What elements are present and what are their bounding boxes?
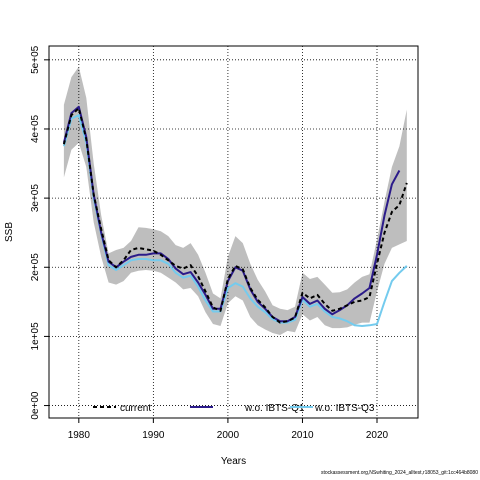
series-line-current [62,107,408,324]
y-tick-label: 2e+05 [30,253,41,282]
x-tick-label: 2000 [217,430,240,441]
legend-label: w.o. IBTS-Q3 [314,403,375,414]
legend: current w.o. IBTS-Q1 w.o. IBTS-Q3 [93,403,375,414]
series-line-w-o-ibts-q3 [62,114,408,327]
grid [49,46,418,418]
x-tick-label: 2020 [366,430,389,441]
y-tick-label: 4e+05 [30,114,41,143]
plot-frame [48,45,419,419]
y-tick-label: 5e+05 [30,45,41,74]
y-tick-label: 3e+05 [30,184,41,213]
legend-label: w.o. IBTS-Q1 [244,403,305,414]
x-tick-label: 1980 [68,430,91,441]
axes: 1980 1990 2000 2010 2020 0e+00 1e+05 2e+05 3e+05… [30,45,389,441]
x-tick-label: 1990 [142,430,165,441]
y-tick-label: 1e+05 [30,322,41,351]
confidence-band-area [63,66,407,335]
confidence-band [63,66,407,335]
source-footnote: stockassessment.org,NSwhiting_2024_allte… [320,470,478,476]
x-axis-label: Years [221,456,246,467]
x-tick-label: 2010 [291,430,314,441]
y-axis-label: SSB [4,222,15,242]
legend-label: current [120,403,151,414]
series-lines [62,105,408,327]
y-tick-label: 0e+00 [30,391,41,420]
